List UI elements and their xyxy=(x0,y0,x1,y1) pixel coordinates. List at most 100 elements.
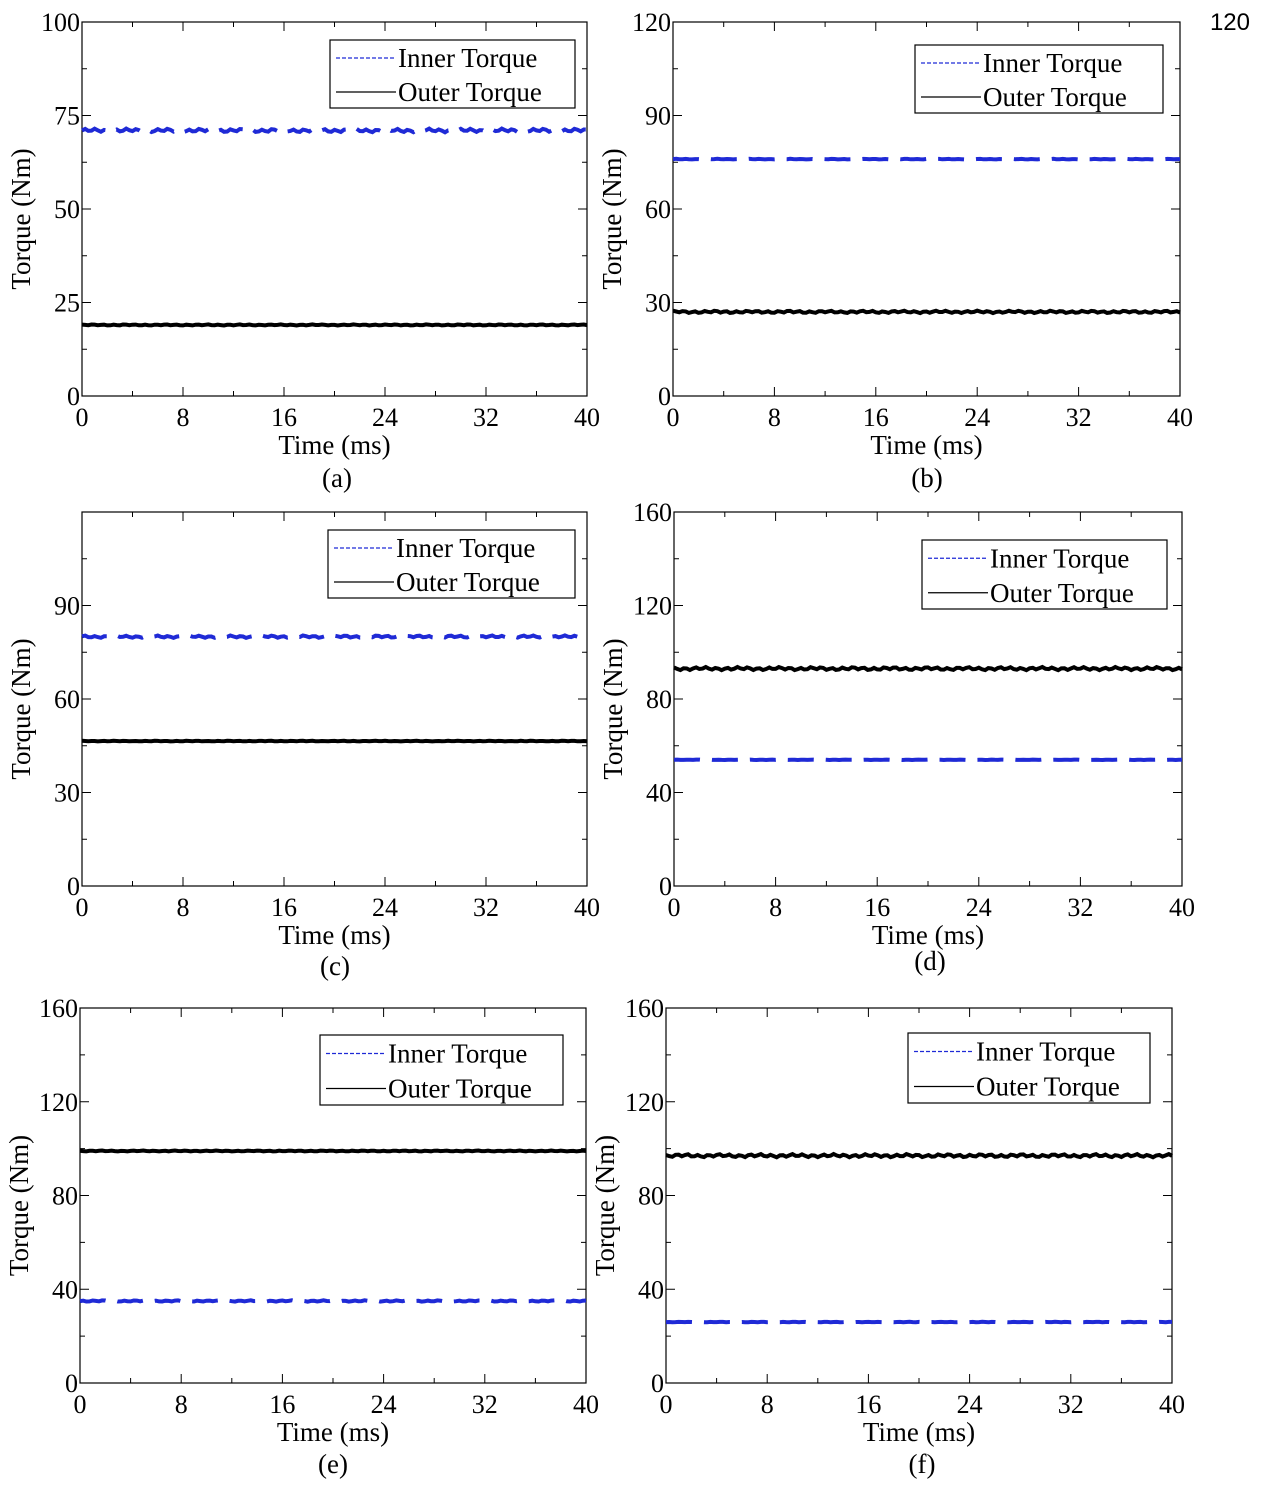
x-tick-label: 8 xyxy=(175,1390,188,1419)
stray-label: 120 xyxy=(1210,9,1250,36)
x-tick-label: 32 xyxy=(473,893,499,922)
y-tick-label: 80 xyxy=(646,685,672,714)
chart-d: 0 8 16 24 32 40 0 40 80 120 160 Time (ms) Torque (Nm… xyxy=(598,498,1195,976)
chart-caption: (d) xyxy=(914,946,945,976)
y-tick-label: 0 xyxy=(67,382,80,411)
x-tick-label: 0 xyxy=(76,403,89,432)
outer-torque-line xyxy=(81,738,588,744)
y-tick-label: 80 xyxy=(52,1182,78,1211)
y-tick-label: 40 xyxy=(646,779,672,808)
y-tick-label: 160 xyxy=(625,994,664,1023)
legend-label: Outer Torque xyxy=(976,1072,1120,1102)
y-tick-label: 25 xyxy=(54,289,80,318)
inner-torque-line xyxy=(672,156,1180,162)
y-axis-label: Torque (Nm) xyxy=(590,1135,620,1276)
legend-label: Outer Torque xyxy=(396,567,540,597)
chart-b: 0 8 16 24 32 40 0 30 60 90 120 Time (ms) Torque (Nm)… xyxy=(597,8,1193,493)
x-tick-label: 16 xyxy=(863,403,889,432)
chart-caption: (e) xyxy=(318,1449,348,1479)
x-tick-label: 8 xyxy=(761,1390,774,1419)
x-tick-label: 40 xyxy=(1169,893,1195,922)
y-axis-label: Torque (Nm) xyxy=(6,148,36,289)
x-axis-label: Time (ms) xyxy=(277,1417,389,1447)
x-tick-label: 24 xyxy=(966,893,992,922)
legend-box xyxy=(329,39,576,109)
inner-torque-line xyxy=(81,633,588,641)
x-tick-label: 32 xyxy=(1058,1390,1084,1419)
x-tick-label: 16 xyxy=(269,1390,295,1419)
y-tick-label: 90 xyxy=(54,592,80,621)
legend-box xyxy=(914,44,1164,114)
x-axis-label: Time (ms) xyxy=(872,920,984,950)
x-tick-label: 40 xyxy=(573,1390,599,1419)
y-tick-label: 160 xyxy=(633,498,672,527)
y-axis-label: Torque (Nm) xyxy=(598,638,628,779)
x-tick-label: 0 xyxy=(668,893,681,922)
y-axis-label: Torque (Nm) xyxy=(4,1135,34,1276)
legend-label: Outer Torque xyxy=(388,1074,532,1104)
legend-label: Inner Torque xyxy=(976,1037,1115,1067)
legend: Inner Torque Outer Torque xyxy=(329,39,576,109)
chart-caption: (f) xyxy=(909,1449,936,1479)
y-tick-label: 120 xyxy=(633,592,672,621)
x-tick-label: 32 xyxy=(1067,893,1093,922)
legend-box xyxy=(327,529,576,599)
legend-label: Inner Torque xyxy=(990,543,1129,573)
x-tick-label: 16 xyxy=(271,403,297,432)
y-tick-label: 40 xyxy=(52,1275,78,1304)
y-tick-label: 30 xyxy=(645,289,671,318)
legend-label: Outer Torque xyxy=(983,82,1127,112)
outer-torque-line xyxy=(672,308,1181,316)
x-tick-label: 16 xyxy=(864,893,890,922)
y-tick-label: 75 xyxy=(54,102,80,131)
legend-box xyxy=(921,539,1168,610)
x-tick-label: 40 xyxy=(574,403,600,432)
y-tick-label: 160 xyxy=(39,994,78,1023)
y-tick-label: 100 xyxy=(41,8,80,37)
chart-caption: (a) xyxy=(322,463,352,493)
chart-caption: (b) xyxy=(911,463,942,493)
legend-label: Outer Torque xyxy=(990,578,1134,608)
legend-box xyxy=(319,1034,564,1106)
legend: Inner Torque Outer Torque xyxy=(921,539,1168,610)
y-tick-label: 40 xyxy=(638,1275,664,1304)
chart-a: 0 8 16 24 32 40 0 25 50 75 100 Time (ms) Torque (Nm)… xyxy=(6,8,600,493)
legend-box xyxy=(907,1032,1151,1104)
x-tick-label: 40 xyxy=(574,893,600,922)
x-tick-label: 0 xyxy=(660,1390,673,1419)
y-tick-label: 120 xyxy=(625,1088,664,1117)
y-tick-label: 0 xyxy=(651,1369,664,1398)
y-tick-label: 60 xyxy=(54,685,80,714)
x-tick-label: 40 xyxy=(1159,1390,1185,1419)
y-tick-label: 30 xyxy=(54,779,80,808)
inner-torque-line xyxy=(79,1298,587,1304)
legend: Inner Torque Outer Torque xyxy=(914,44,1164,114)
x-tick-label: 24 xyxy=(372,893,398,922)
x-axis-label: Time (ms) xyxy=(278,430,390,460)
legend-label: Outer Torque xyxy=(398,77,542,107)
x-tick-label: 24 xyxy=(964,403,990,432)
chart-c: 0 8 16 24 32 40 0 30 60 90 Time (ms) Torque (Nm) Inn… xyxy=(6,511,600,981)
inner-torque-line xyxy=(665,1319,1172,1325)
inner-torque-line xyxy=(81,126,588,135)
x-tick-label: 8 xyxy=(768,403,781,432)
x-tick-label: 16 xyxy=(271,893,297,922)
x-axis-label: Time (ms) xyxy=(863,1417,975,1447)
x-tick-label: 24 xyxy=(372,403,398,432)
outer-torque-line xyxy=(673,664,1183,673)
chart-caption: (c) xyxy=(320,951,350,981)
legend: Inner Torque Outer Torque xyxy=(327,529,576,599)
y-tick-label: 120 xyxy=(632,8,671,37)
x-tick-label: 0 xyxy=(667,403,680,432)
y-axis-label: Torque (Nm) xyxy=(597,148,627,289)
x-tick-label: 40 xyxy=(1167,403,1193,432)
y-tick-label: 90 xyxy=(645,102,671,131)
chart-f: 0 8 16 24 32 40 0 40 80 120 160 Time (ms) Torque (Nm… xyxy=(590,994,1185,1479)
legend: Inner Torque Outer Torque xyxy=(907,1032,1151,1104)
inner-torque-line xyxy=(673,757,1182,763)
y-tick-label: 120 xyxy=(39,1088,78,1117)
legend-label: Inner Torque xyxy=(388,1039,527,1069)
x-tick-label: 0 xyxy=(74,1390,87,1419)
y-tick-label: 0 xyxy=(67,872,80,901)
